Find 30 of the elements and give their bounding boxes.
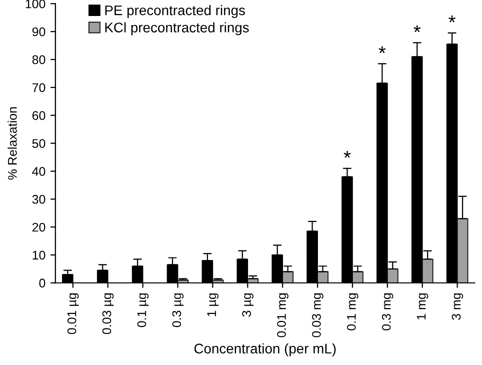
x-tick-label: 0.1 mg	[346, 293, 358, 330]
y-tick-label: 30	[32, 194, 46, 204]
y-tick-label: 90	[32, 27, 46, 36]
y-tick-label: 40	[32, 166, 46, 176]
y-tick-label: 20	[32, 222, 46, 232]
annotation: *	[414, 25, 421, 32]
legend-label: PE precontracted rings	[105, 5, 245, 18]
x-tick-label: 3 µg	[242, 293, 254, 317]
legend-label: KCl precontracted rings	[105, 22, 249, 36]
y-tick-label: 0	[39, 278, 46, 288]
y-tick-label: 10	[32, 250, 46, 260]
x-tick-label: 0.3 µg	[172, 293, 184, 328]
x-tick-label: 0.03 µg	[102, 293, 114, 334]
y-tick-label: 50	[32, 139, 46, 148]
x-tick-label: 1 mg	[416, 293, 428, 320]
x-tick-label: 0.01 µg	[67, 293, 79, 334]
annotation: *	[448, 16, 456, 22]
y-axis-title: % Relaxation	[8, 107, 17, 180]
x-tick-label: 0.3 mg	[382, 293, 394, 330]
x-axis-title: Concentration (per mL)	[194, 343, 336, 356]
x-tick-label: 1 µg	[207, 293, 219, 316]
annotation: *	[344, 150, 351, 158]
x-tick-label: 0.03 mg	[312, 293, 324, 338]
annotation: *	[378, 46, 386, 54]
y-tick-label: 60	[32, 111, 46, 120]
x-tick-label: 3 mg	[452, 293, 464, 320]
x-tick-label: 0.1 µg	[137, 293, 149, 328]
y-tick-label: 80	[32, 55, 46, 64]
y-tick-label: 70	[32, 83, 46, 92]
x-tick-label: 0.01 mg	[277, 293, 288, 338]
